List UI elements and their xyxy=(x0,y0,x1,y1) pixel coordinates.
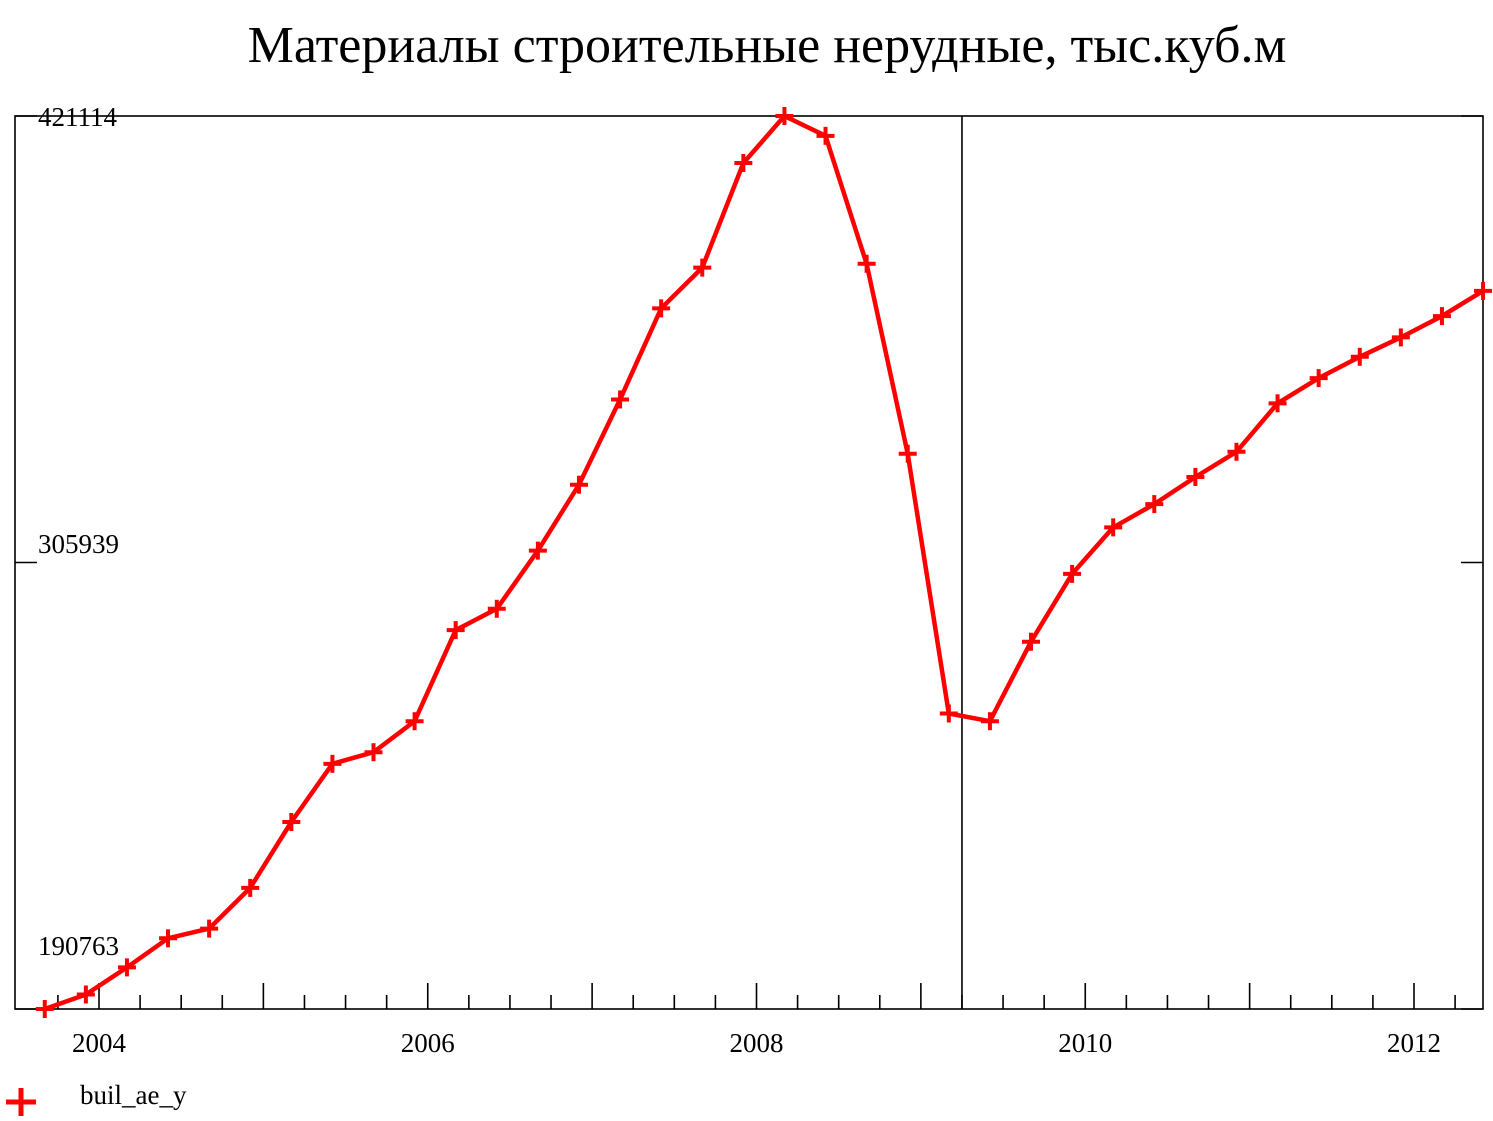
data-point-21 xyxy=(898,444,917,463)
plot-frame xyxy=(14,115,1484,1010)
data-point-9 xyxy=(405,712,424,731)
legend: buil_ae_y xyxy=(6,1080,187,1116)
data-point-22 xyxy=(939,704,958,723)
data-point-30 xyxy=(1268,394,1287,413)
data-point-35 xyxy=(1474,281,1493,300)
data-point-20 xyxy=(857,254,876,273)
x-tick-label-1: 2006 xyxy=(401,1028,455,1058)
data-point-32 xyxy=(1350,347,1369,366)
data-point-3 xyxy=(159,929,178,948)
data-point-14 xyxy=(611,390,630,409)
y-axis xyxy=(15,115,1483,1010)
series-markers xyxy=(35,107,1493,1018)
data-point-24 xyxy=(1022,632,1041,651)
data-point-10 xyxy=(446,621,465,640)
data-point-13 xyxy=(569,475,588,494)
data-point-29 xyxy=(1227,442,1246,461)
data-point-17 xyxy=(734,153,753,172)
data-point-0 xyxy=(35,1000,54,1018)
data-point-16 xyxy=(693,258,712,277)
data-point-18 xyxy=(775,107,794,125)
x-tick-label-2: 2008 xyxy=(730,1028,784,1058)
data-point-11 xyxy=(487,599,506,618)
data-point-12 xyxy=(528,541,547,560)
data-point-28 xyxy=(1186,467,1205,486)
x-axis xyxy=(57,983,1456,1009)
series-line-buil_ae_y xyxy=(42,113,1486,1012)
data-point-1 xyxy=(76,985,95,1004)
data-point-23 xyxy=(980,712,999,731)
data-point-5 xyxy=(241,878,260,897)
x-tick-label-0: 2004 xyxy=(72,1028,127,1058)
legend-marker-plus-icon xyxy=(6,1088,36,1116)
data-point-7 xyxy=(323,754,342,773)
data-point-25 xyxy=(1063,564,1082,583)
data-point-15 xyxy=(652,299,671,318)
chart-title: Материалы строительные нерудные, тыс.куб… xyxy=(248,17,1287,74)
data-point-6 xyxy=(282,813,301,831)
data-point-2 xyxy=(117,958,136,977)
data-point-33 xyxy=(1391,328,1410,347)
data-point-4 xyxy=(200,919,219,938)
data-point-31 xyxy=(1309,369,1328,388)
y-tick-label-bottom: 190763 xyxy=(38,931,119,961)
data-point-8 xyxy=(364,743,383,762)
data-point-19 xyxy=(816,126,835,145)
x-tick-labels: 2004 2006 2008 2010 2012 xyxy=(72,1028,1441,1058)
data-point-26 xyxy=(1104,518,1123,537)
legend-label: buil_ae_y xyxy=(80,1080,187,1110)
data-point-27 xyxy=(1145,495,1164,514)
x-tick-label-3: 2010 xyxy=(1058,1028,1112,1058)
y-tick-label-middle: 305939 xyxy=(38,529,119,559)
data-point-34 xyxy=(1432,307,1451,326)
y-tick-label-top: 421114 xyxy=(38,102,117,132)
x-tick-label-4: 2012 xyxy=(1387,1028,1441,1058)
